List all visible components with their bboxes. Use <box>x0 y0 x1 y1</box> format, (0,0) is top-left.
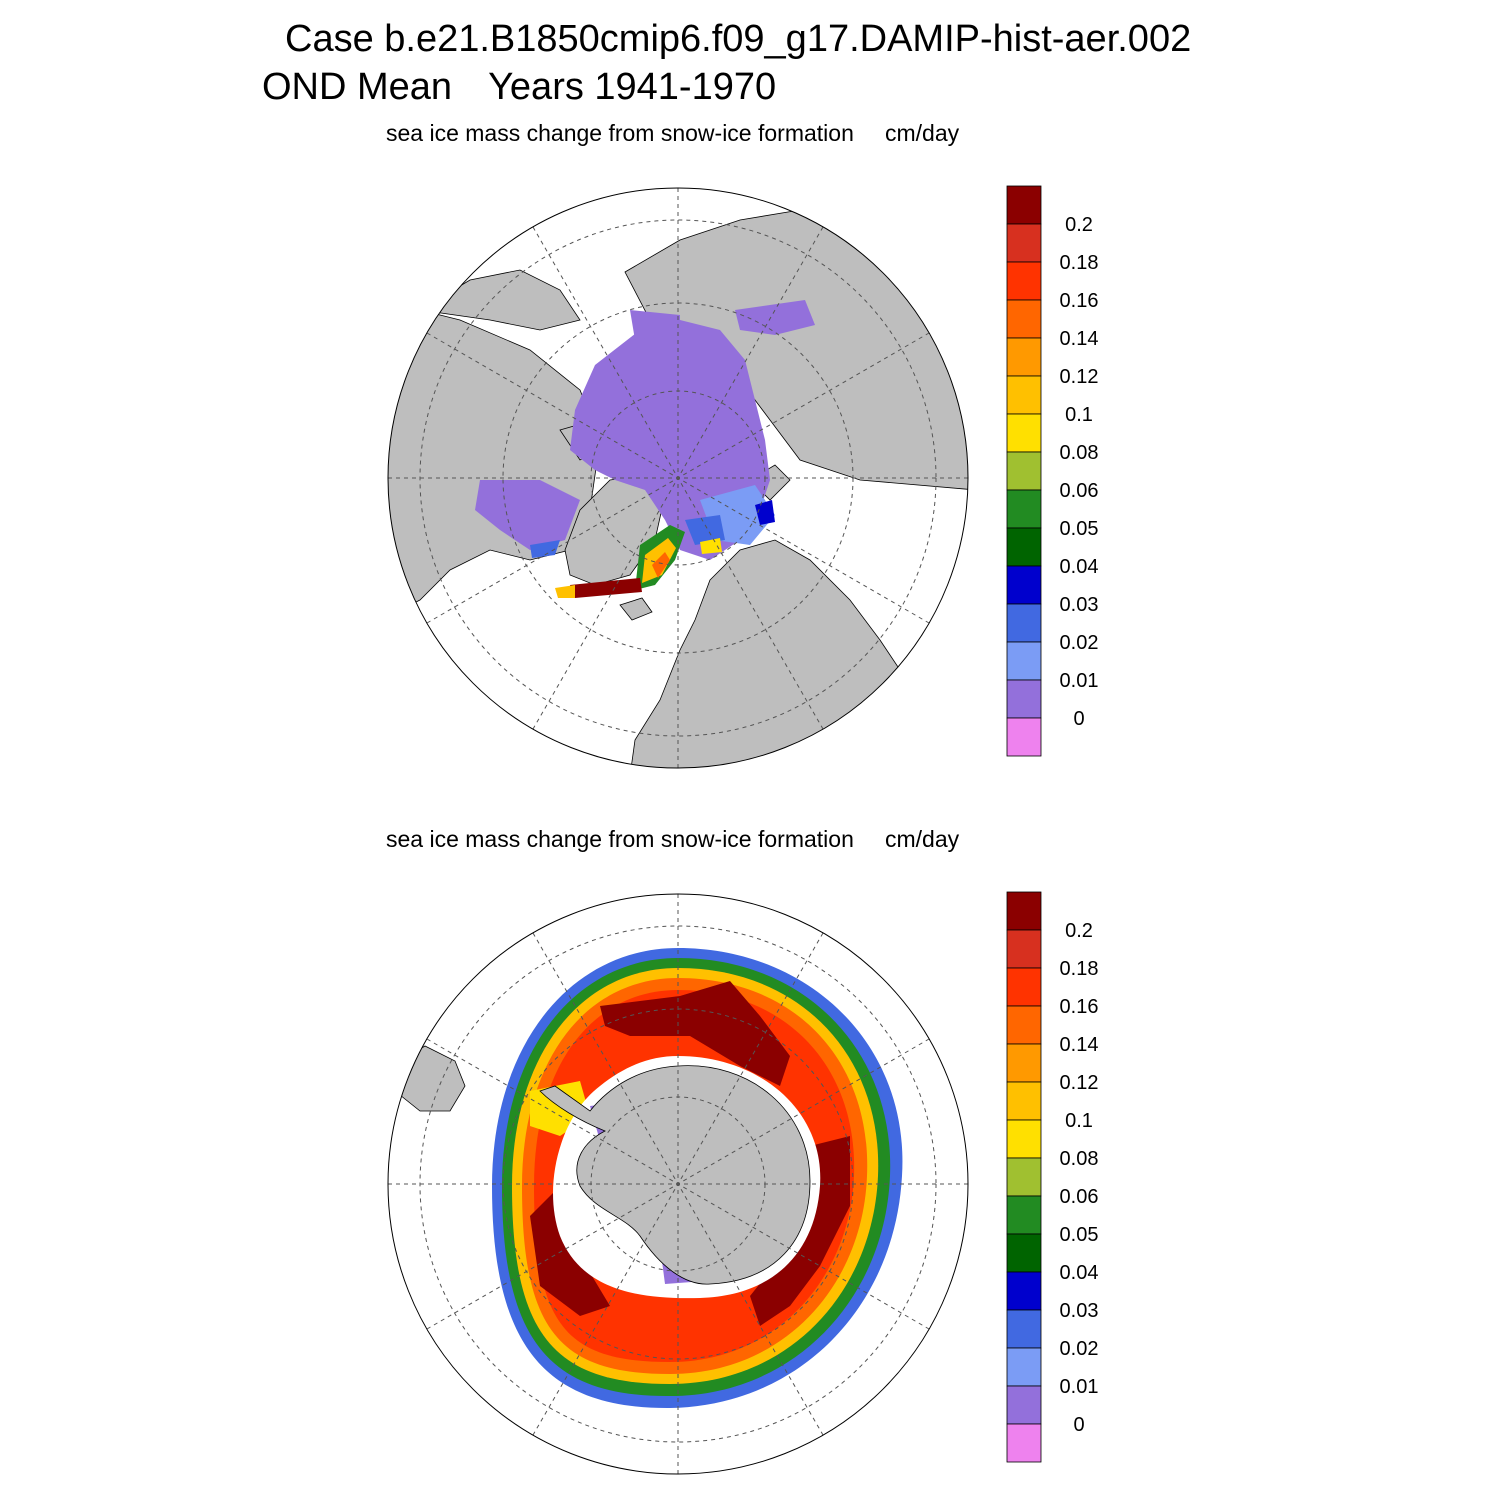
colorbar-swatch <box>1006 299 1042 339</box>
colorbar-swatch <box>1006 1233 1042 1273</box>
season-title: OND Mean Years 1941-1970 <box>262 66 776 109</box>
colorbar-tick-label: 0.18 <box>1060 252 1099 274</box>
colorbar-tick-label: 0.04 <box>1060 1262 1099 1284</box>
panel1-units: cm/day <box>885 120 960 146</box>
arctic-graticule <box>388 188 968 768</box>
colorbar-tick-label: 0.1 <box>1065 404 1093 426</box>
colorbar-tick-label: 0.2 <box>1065 920 1093 942</box>
colorbar-tick-label: 0.1 <box>1065 1110 1093 1132</box>
panel2-field-title: sea ice mass change from snow-ice format… <box>386 826 854 852</box>
colorbar-tick-label: 0.01 <box>1060 1376 1099 1398</box>
colorbar-swatch <box>1006 1157 1042 1197</box>
colorbar-tick-label: 0.03 <box>1060 1300 1099 1322</box>
colorbar-swatch <box>1006 641 1042 681</box>
arctic-map-border <box>387 187 969 769</box>
colorbar-tick-label: 0.02 <box>1060 1338 1099 1360</box>
colorbar-tick-label: 0.01 <box>1060 670 1099 692</box>
arctic-map <box>387 187 969 769</box>
colorbar-swatch <box>1006 1423 1042 1463</box>
colorbar-swatch <box>1006 375 1042 415</box>
colorbar-tick-label: 0 <box>1073 1414 1084 1436</box>
antarctic-graticule <box>388 894 968 1474</box>
colorbar-bottom: 0.2 0.18 0.16 0.14 0.12 0.1 0.08 0.06 0.05 0.04 0.… <box>1006 891 1099 1463</box>
case-title: Case b.e21.B1850cmip6.f09_g17.DAMIP-hist… <box>285 18 1192 60</box>
colorbar-swatch <box>1006 1271 1042 1311</box>
colorbar-tick-label: 0.16 <box>1060 996 1099 1018</box>
panel1-field-title: sea ice mass change from snow-ice format… <box>386 120 854 146</box>
colorbar-swatch <box>1006 1043 1042 1083</box>
antarctic-map <box>387 893 969 1475</box>
colorbar-swatch <box>1006 1005 1042 1045</box>
colorbar-tick-label: 0 <box>1073 708 1084 730</box>
colorbar-swatch <box>1006 1081 1042 1121</box>
colorbar-tick-label: 0.08 <box>1060 1148 1099 1170</box>
arctic-sea-ice-field <box>475 300 815 598</box>
colorbar-tick-label: 0.08 <box>1060 442 1099 464</box>
colorbar-swatch <box>1006 929 1042 969</box>
colorbar-swatch <box>1006 603 1042 643</box>
colorbar-top: 0.2 0.18 0.16 0.14 0.12 0.1 0.08 0.06 0.05 0.04 0.… <box>1006 185 1099 757</box>
colorbar-tick-label: 0.05 <box>1060 518 1099 540</box>
colorbar-swatch <box>1006 967 1042 1007</box>
colorbar-tick-label: 0.16 <box>1060 290 1099 312</box>
colorbar-swatch <box>1006 527 1042 567</box>
colorbar-tick-label: 0.12 <box>1060 366 1099 388</box>
colorbar-swatch <box>1006 717 1042 757</box>
panel2-units: cm/day <box>885 826 960 852</box>
colorbar-tick-label: 0.14 <box>1060 328 1099 350</box>
colorbar-swatch <box>1006 565 1042 605</box>
colorbar-swatch <box>1006 337 1042 377</box>
colorbar-swatch <box>1006 679 1042 719</box>
colorbar-swatch <box>1006 1119 1042 1159</box>
colorbar-tick-label: 0.04 <box>1060 556 1099 578</box>
season-label: OND Mean <box>262 66 453 108</box>
colorbar-swatch <box>1006 891 1042 931</box>
antarctica-land <box>539 1065 811 1285</box>
colorbar-tick-label: 0.06 <box>1060 1186 1099 1208</box>
colorbar-tick-label: 0.05 <box>1060 1224 1099 1246</box>
colorbar-swatch <box>1006 223 1042 263</box>
colorbar-swatch <box>1006 413 1042 453</box>
colorbar-tick-label: 0.14 <box>1060 1034 1099 1056</box>
antarctic-map-border <box>387 893 969 1475</box>
colorbar-swatch <box>1006 1195 1042 1235</box>
colorbar-tick-label: 0.03 <box>1060 594 1099 616</box>
colorbar-tick-label: 0.2 <box>1065 214 1093 236</box>
colorbar-tick-label: 0.02 <box>1060 632 1099 654</box>
colorbar-swatch <box>1006 185 1042 225</box>
colorbar-swatch <box>1006 1385 1042 1425</box>
colorbar-swatch <box>1006 451 1042 491</box>
colorbar-swatch <box>1006 261 1042 301</box>
colorbar-tick-label: 0.06 <box>1060 480 1099 502</box>
years-label: Years 1941-1970 <box>488 66 777 108</box>
colorbar-swatch <box>1006 1309 1042 1349</box>
colorbar-tick-label: 0.18 <box>1060 958 1099 980</box>
colorbar-swatch <box>1006 1347 1042 1387</box>
colorbar-tick-label: 0.12 <box>1060 1072 1099 1094</box>
colorbar-swatch <box>1006 489 1042 529</box>
